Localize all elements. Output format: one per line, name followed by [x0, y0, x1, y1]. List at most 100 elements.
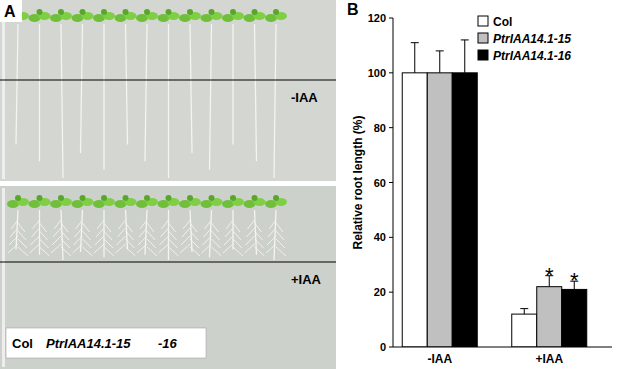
y-tick — [389, 347, 393, 348]
y-tick-label: 0 — [380, 341, 386, 353]
lateral-root — [61, 239, 70, 248]
x-tick-label: -IAA — [427, 352, 452, 366]
legend-label: PtrIAA14.1-15 — [493, 32, 571, 46]
root — [168, 24, 169, 178]
leaf — [252, 195, 258, 201]
lateral-root — [74, 236, 83, 245]
lateral-root — [31, 236, 40, 245]
legend-swatch — [478, 16, 488, 26]
x-tick-label: +IAA — [535, 352, 563, 366]
plate-edge — [2, 188, 5, 367]
lateral-root — [169, 231, 177, 240]
bar — [427, 73, 452, 347]
lateral-root — [205, 220, 212, 229]
lateral-root — [104, 223, 111, 232]
leaf — [123, 195, 129, 201]
lateral-root — [248, 220, 255, 229]
lateral-root — [137, 244, 147, 253]
root — [210, 24, 212, 170]
lateral-root — [32, 228, 40, 237]
label-background — [288, 270, 324, 288]
bar — [402, 73, 427, 347]
lateral-root — [255, 247, 265, 256]
figure: -IAA+IAAAColPtrIAA14.1-15-16B02040608010… — [0, 0, 623, 369]
lateral-root — [75, 228, 83, 237]
reference-line — [0, 261, 336, 262]
x-axis — [393, 347, 612, 348]
lateral-root — [83, 239, 92, 248]
significance-marker: * — [570, 268, 579, 293]
lateral-root — [83, 247, 93, 256]
y-tick — [389, 72, 393, 73]
root — [81, 24, 83, 153]
lateral-root — [169, 239, 178, 248]
y-axis — [393, 18, 394, 347]
lateral-root — [160, 236, 169, 245]
leaf — [209, 9, 215, 15]
y-tick-label: 80 — [374, 122, 386, 134]
lateral-root — [52, 236, 61, 245]
panel-label: A — [4, 3, 16, 20]
lateral-root — [8, 244, 18, 253]
genotype-label: Col — [12, 336, 33, 351]
lateral-root — [94, 244, 104, 253]
legend: Col PtrIAA14.1-15 PtrIAA14.1-16 — [478, 15, 571, 63]
error-bar — [411, 43, 419, 73]
lateral-root — [18, 231, 26, 240]
panel-a: -IAA+IAAAColPtrIAA14.1-15-16 — [0, 0, 336, 369]
lateral-root — [51, 244, 61, 253]
lateral-root — [126, 231, 134, 240]
lateral-root — [247, 228, 255, 237]
root — [39, 24, 40, 161]
lateral-root — [203, 236, 212, 245]
root — [210, 210, 212, 257]
lateral-root — [140, 220, 147, 229]
lateral-root — [97, 220, 104, 229]
y-tick-label: 60 — [374, 177, 386, 189]
root — [274, 210, 276, 260]
y-tick-label: 40 — [374, 231, 386, 243]
photo-background — [0, 0, 336, 181]
root — [145, 24, 147, 161]
lateral-root — [226, 220, 233, 229]
leaf — [166, 9, 172, 15]
treatment-label: +IAA — [291, 272, 322, 287]
lateral-root — [181, 236, 190, 245]
leaf — [58, 9, 64, 15]
lateral-root — [117, 236, 126, 245]
significance-marker: * — [545, 263, 554, 288]
root — [232, 24, 233, 145]
lateral-root — [180, 244, 190, 253]
lateral-root — [190, 231, 198, 240]
lateral-root — [61, 247, 71, 256]
lateral-root — [233, 231, 241, 240]
lateral-root — [10, 228, 18, 237]
lateral-root — [190, 247, 200, 256]
leaf — [37, 9, 43, 15]
lateral-root — [18, 223, 25, 232]
lateral-root — [269, 220, 276, 229]
leaf — [273, 195, 279, 201]
lateral-root — [212, 239, 221, 248]
lateral-root — [104, 231, 112, 240]
lateral-root — [268, 228, 276, 237]
lateral-root — [119, 220, 126, 229]
legend-label: Col — [493, 15, 512, 29]
leaf — [187, 195, 193, 201]
root — [274, 24, 276, 178]
y-axis-label: Relative root length (%) — [351, 115, 365, 249]
lateral-root — [267, 236, 276, 245]
lateral-root — [147, 239, 156, 248]
bar — [537, 287, 562, 347]
lateral-root — [190, 239, 199, 248]
lateral-root — [147, 223, 154, 232]
lateral-root — [233, 239, 242, 248]
genotype-label-box — [6, 328, 206, 358]
leaf — [144, 9, 150, 15]
label-background — [288, 88, 324, 106]
lateral-root — [266, 244, 276, 253]
lateral-root — [233, 223, 240, 232]
leaf — [37, 195, 43, 201]
y-tick — [389, 237, 393, 238]
legend-label: PtrIAA14.1-16 — [493, 49, 571, 63]
